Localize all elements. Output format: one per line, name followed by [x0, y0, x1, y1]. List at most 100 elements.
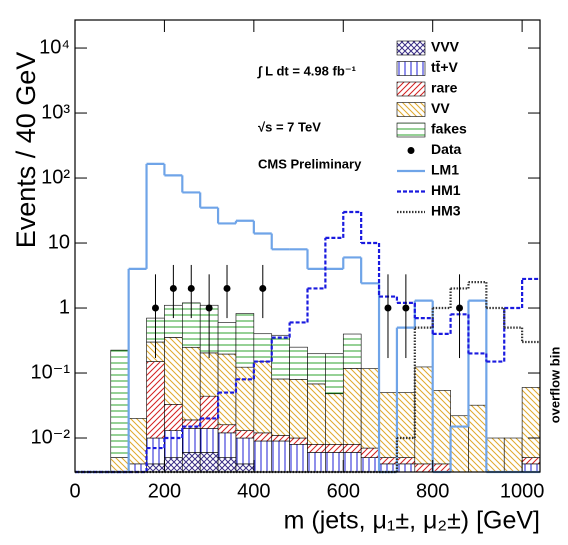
stack-bar — [110, 457, 129, 473]
stack-bar — [307, 383, 326, 445]
stack-bar — [253, 333, 273, 362]
stack-bar — [521, 463, 541, 473]
legend-label: rare — [431, 80, 458, 96]
stack-bar — [271, 378, 290, 436]
stack-bar — [432, 463, 451, 473]
data-point — [169, 284, 177, 292]
data-point — [223, 284, 231, 292]
legend-entry: rare — [396, 80, 458, 97]
stack-bar — [271, 440, 290, 473]
stack-bar — [164, 430, 183, 458]
stack-bar — [325, 393, 344, 445]
stack-bar — [468, 404, 487, 473]
stack-bar — [199, 452, 219, 473]
stack-bar — [289, 346, 308, 380]
stack-bar — [235, 430, 255, 439]
stack-bar — [521, 457, 541, 465]
stack-bar — [164, 337, 183, 405]
legend-swatch — [407, 147, 415, 154]
stack-bar — [289, 379, 308, 439]
x-tick-label: 400 — [237, 480, 270, 502]
data-point — [384, 304, 392, 312]
stack-bar — [164, 404, 183, 431]
stack-bar — [503, 437, 523, 473]
x-axis-label: m (jets, μ₁±, μ₂±) [GeV] — [284, 507, 540, 535]
stack-bar — [217, 424, 237, 434]
legend-label: tt̄+V — [431, 59, 459, 75]
annotation: √s = 7 TeV — [258, 119, 321, 134]
stack-bar — [289, 437, 308, 445]
annotation: CMS Preliminary — [258, 156, 362, 171]
stack-bar — [253, 360, 273, 434]
stack-bar — [378, 457, 398, 465]
stack-bar — [271, 435, 290, 442]
legend-entry: HM1 — [397, 182, 461, 198]
stack-bar — [182, 346, 201, 421]
legend-label: HM1 — [431, 182, 461, 198]
stack-bar — [253, 440, 273, 473]
stack-bar — [325, 452, 344, 473]
plot-area — [75, 162, 541, 474]
stack-bar — [396, 392, 416, 458]
legend-label: Data — [431, 141, 462, 157]
stack-bar — [110, 349, 129, 458]
legend-entry: tt̄+V — [396, 59, 459, 76]
legend-entry: Data — [407, 141, 462, 157]
stack-bar — [342, 452, 362, 473]
stack-bar — [146, 463, 165, 473]
legend-entry: VVV — [396, 39, 460, 56]
stack-bar — [307, 452, 326, 473]
stack-bar — [217, 322, 237, 355]
y-tick-label: 1 — [59, 296, 70, 318]
stack-bar — [450, 415, 469, 473]
legend-entry: VV — [396, 100, 450, 117]
x-tick-label: 0 — [69, 480, 80, 502]
stack-bar — [378, 392, 398, 458]
legend-swatch — [396, 122, 426, 138]
y-tick-label: 10 — [48, 231, 70, 253]
y-tick-label: 10² — [41, 166, 70, 188]
stack-bar — [289, 444, 308, 473]
stack-bar — [360, 457, 380, 473]
stack-bar — [360, 447, 380, 458]
line-series — [75, 281, 540, 474]
stack-bar — [199, 352, 219, 397]
data-point — [456, 304, 464, 312]
stack-bar — [199, 395, 219, 429]
stack-bar — [307, 353, 326, 385]
x-tick-label: 200 — [148, 480, 181, 502]
line-series — [75, 210, 540, 474]
stack-bar — [146, 437, 165, 465]
y-tick-label: 10⁻¹ — [31, 361, 71, 383]
stack-bar — [414, 463, 433, 473]
stack-bar — [235, 313, 255, 368]
data-point — [402, 304, 410, 312]
stack-bar — [325, 353, 344, 395]
stack-bar — [342, 444, 362, 453]
stack-bar — [378, 463, 398, 473]
stack-bar — [235, 366, 255, 431]
annotation: ∫ L dt = 4.98 fb⁻¹ — [257, 63, 356, 78]
stack-bar — [396, 463, 416, 473]
stack-bar — [235, 463, 255, 473]
y-tick-label: 10⁻² — [31, 426, 71, 448]
x-tick-label: 600 — [327, 480, 360, 502]
legend-swatch — [396, 61, 426, 76]
legend-label: fakes — [431, 121, 467, 137]
stack-bar — [307, 444, 326, 453]
data-point — [151, 304, 159, 312]
plot-frame — [74, 19, 541, 473]
stack-bar — [253, 432, 273, 442]
stack-bar — [217, 457, 237, 473]
stack-bar — [360, 368, 380, 449]
annotation: overflow bin — [547, 347, 562, 424]
stack-bar — [486, 437, 505, 473]
stack-bar — [235, 437, 255, 465]
y-tick-label: 10³ — [41, 101, 70, 123]
stack-bar — [146, 361, 165, 439]
legend-entry: LM1 — [397, 162, 459, 178]
stack-bar — [164, 457, 183, 473]
stack-bar — [182, 452, 201, 473]
data-point — [205, 304, 213, 312]
